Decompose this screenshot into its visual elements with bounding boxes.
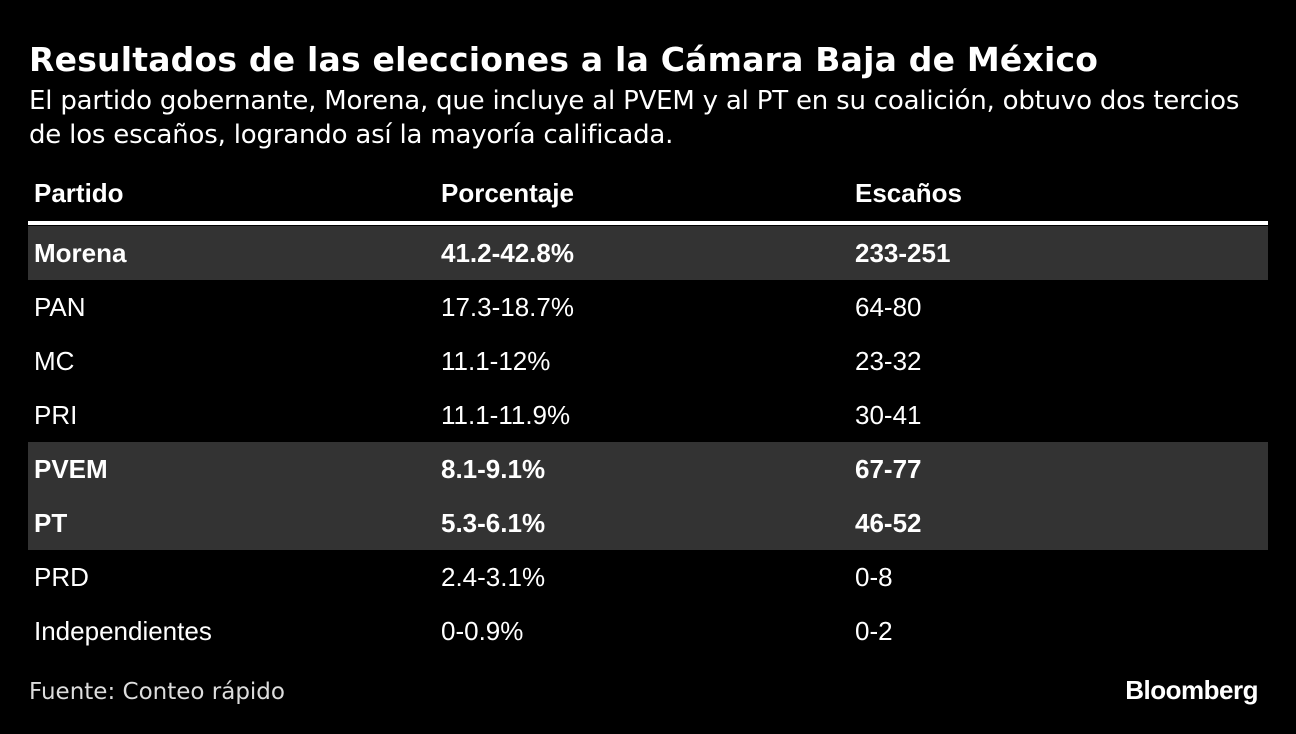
cell-partido: PVEM xyxy=(34,453,108,484)
table-row: Independientes 0-0.9% 0-2 xyxy=(28,604,1268,658)
cell-porcentaje: 41.2-42.8% xyxy=(441,237,574,268)
cell-escanos: 30-41 xyxy=(855,399,922,430)
results-table: Partido Porcentaje Escaños Morena 41.2-42… xyxy=(28,170,1268,658)
cell-escanos: 0-2 xyxy=(855,615,893,646)
cell-partido: PRD xyxy=(34,561,89,592)
cell-partido: PRI xyxy=(34,399,78,430)
column-header-partido: Partido xyxy=(34,178,124,208)
column-header-escanos: Escaños xyxy=(855,178,962,208)
table-row: PRD 2.4-3.1% 0-8 xyxy=(28,550,1268,604)
cell-partido: Morena xyxy=(34,237,127,268)
cell-porcentaje: 5.3-6.1% xyxy=(441,507,546,538)
table-row: MC 11.1-12% 23-32 xyxy=(28,334,1268,388)
source-note: Fuente: Conteo rápido xyxy=(29,679,285,705)
cell-porcentaje: 17.3-18.7% xyxy=(441,291,574,322)
cell-porcentaje: 8.1-9.1% xyxy=(441,453,546,484)
cell-escanos: 46-52 xyxy=(855,507,922,538)
cell-escanos: 0-8 xyxy=(855,561,893,592)
chart-subtitle: El partido gobernante, Morena, que inclu… xyxy=(29,86,1240,150)
cell-porcentaje: 11.1-11.9% xyxy=(441,399,571,430)
table-row: Morena 41.2-42.8% 233-251 xyxy=(28,226,1268,280)
cell-partido: PT xyxy=(34,507,68,538)
cell-partido: MC xyxy=(34,345,75,376)
cell-partido: Independientes xyxy=(34,615,212,646)
table-row: PVEM 8.1-9.1% 67-77 xyxy=(28,442,1268,496)
cell-partido: PAN xyxy=(34,291,86,322)
cell-porcentaje: 11.1-12% xyxy=(441,345,551,376)
column-header-porcentaje: Porcentaje xyxy=(441,178,574,208)
cell-porcentaje: 2.4-3.1% xyxy=(441,561,546,592)
cell-escanos: 67-77 xyxy=(855,453,922,484)
cell-escanos: 23-32 xyxy=(855,345,922,376)
table-row: PRI 11.1-11.9% 30-41 xyxy=(28,388,1268,442)
bloomberg-logo: Bloomberg xyxy=(1125,675,1258,705)
cell-porcentaje: 0-0.9% xyxy=(441,615,524,646)
cell-escanos: 64-80 xyxy=(855,291,922,322)
table-row: PT 5.3-6.1% 46-52 xyxy=(28,496,1268,550)
table-row: PAN 17.3-18.7% 64-80 xyxy=(28,280,1268,334)
cell-escanos: 233-251 xyxy=(855,237,951,268)
table-body: Morena 41.2-42.8% 233-251 PAN 17.3-18.7% 64-8… xyxy=(28,226,1268,658)
table-header-row: Partido Porcentaje Escaños xyxy=(28,170,1268,225)
chart-title: Resultados de las elecciones a la Cámara… xyxy=(29,40,1099,79)
